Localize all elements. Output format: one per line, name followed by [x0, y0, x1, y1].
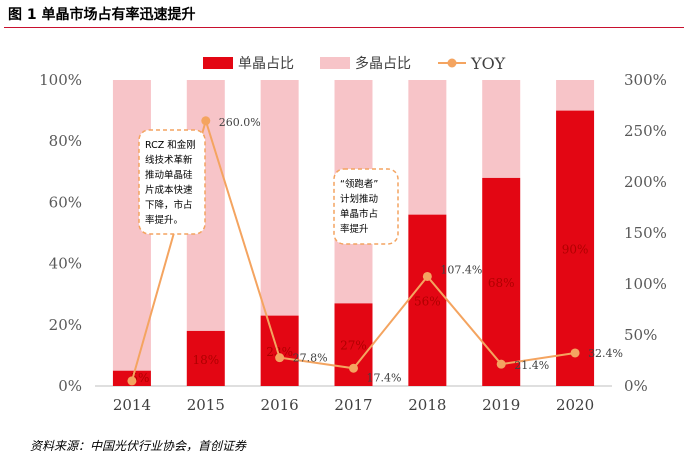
yoy-point-2018: [422, 271, 432, 281]
annotation-text-line: 单晶市占: [340, 208, 378, 220]
x-tick-label: 2020: [556, 396, 594, 414]
x-tick-label: 2017: [334, 396, 372, 414]
annotation-text-line: 片成本快速: [145, 184, 193, 196]
bar-multi-2019: [482, 80, 521, 178]
annotation-text-line: 推动单晶硅: [145, 169, 193, 181]
y2-tick-label: 0%: [624, 377, 648, 395]
yoy-value-label: 260.0%: [219, 116, 261, 129]
yoy-value-label: 107.4%: [440, 263, 482, 276]
annotation-text-line: 下降，市占: [145, 199, 193, 211]
legend-label-yoy: YOY: [470, 54, 506, 73]
yoy-point-2020: [570, 348, 580, 358]
x-tick-label: 2014: [113, 396, 151, 414]
bar-value-label: 90%: [562, 242, 589, 256]
yoy-value-label: 32.4%: [588, 347, 623, 360]
bar-mono-2020: [556, 110, 595, 386]
x-tick-label: 2018: [408, 396, 446, 414]
bar-value-label: 56%: [414, 294, 441, 308]
bar-multi-2016: [260, 80, 299, 316]
yoy-point-2015: [201, 116, 211, 126]
bar-mono-2016: [260, 315, 299, 386]
y2-tick-label: 100%: [624, 275, 667, 293]
x-tick-label: 2016: [261, 396, 299, 414]
annotation-text-line: 率提升。: [145, 214, 183, 226]
legend-swatch-multi: [320, 57, 350, 69]
annotation-text-line: 线技术革新: [145, 154, 193, 166]
yoy-value-label: 21.4%: [514, 359, 549, 372]
yoy-point-2014: [127, 376, 137, 386]
yoy-point-2016: [275, 353, 285, 363]
y2-tick-label: 50%: [624, 326, 657, 344]
bar-multi-2018: [408, 80, 447, 215]
bar-value-label: 23%: [266, 345, 293, 359]
y2-tick-label: 300%: [624, 71, 667, 89]
bar-mono-2015: [186, 330, 225, 386]
y-tick-label: 20%: [49, 316, 82, 334]
yoy-point-2017: [349, 363, 358, 373]
yoy-value-label: 17.4%: [367, 371, 402, 384]
annotation-box: [138, 129, 206, 235]
y-tick-label: 60%: [49, 193, 82, 211]
x-tick-label: 2015: [187, 396, 225, 414]
x-tick-label: 2019: [482, 396, 520, 414]
annotation-text-line: “领跑者”: [340, 178, 378, 190]
bar-mono-2019: [482, 177, 521, 386]
y-tick-label: 40%: [49, 255, 82, 273]
bar-value-label: 27%: [340, 339, 367, 353]
bar-value-label: 68%: [488, 276, 515, 290]
legend-label-mono: 单晶占比: [238, 56, 294, 72]
legend-swatch-mono: [203, 57, 233, 69]
source-note: 资料来源：中国光伏行业协会，首创证券: [30, 439, 247, 453]
yoy-value-label: 27.8%: [293, 352, 328, 365]
bar-value-label: 18%: [192, 353, 219, 367]
annotation-box: [333, 168, 399, 245]
annotation-text-line: 率提升: [340, 223, 369, 235]
bar-mono-2018: [408, 214, 447, 386]
annotation-text-line: 计划推动: [340, 193, 378, 205]
bar-multi-2020: [556, 80, 595, 111]
y-tick-label: 0%: [58, 377, 82, 395]
y-tick-label: 80%: [49, 132, 82, 150]
y2-tick-label: 200%: [624, 173, 667, 191]
legend-label-multi: 多晶占比: [355, 55, 411, 72]
y-tick-label: 100%: [39, 71, 82, 89]
figure-title: 图 1 单晶市场占有率迅速提升: [8, 7, 196, 23]
legend-marker-yoy: [447, 58, 457, 68]
y2-tick-label: 150%: [624, 224, 667, 242]
y2-tick-label: 250%: [624, 122, 667, 140]
title-divider: [4, 27, 684, 28]
annotation-text-line: RCZ 和金刚: [145, 139, 196, 151]
yoy-point-2019: [496, 359, 506, 369]
